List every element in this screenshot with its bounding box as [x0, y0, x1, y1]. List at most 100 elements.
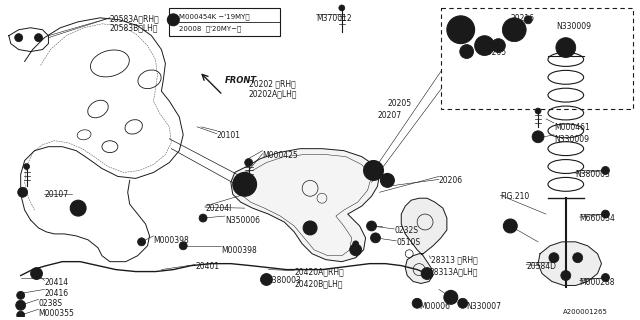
Circle shape	[15, 34, 22, 42]
Circle shape	[502, 18, 526, 42]
Text: 20008  〈'20MY−〉: 20008 〈'20MY−〉	[179, 26, 241, 32]
Text: 20101: 20101	[217, 131, 241, 140]
Text: A200001265: A200001265	[563, 309, 608, 315]
Text: 20584D: 20584D	[526, 262, 556, 271]
Text: 20207: 20207	[378, 111, 402, 120]
Text: 20205: 20205	[483, 48, 507, 57]
Circle shape	[17, 292, 25, 299]
Text: M000398: M000398	[154, 236, 189, 245]
Circle shape	[458, 298, 468, 308]
Text: 20414: 20414	[44, 277, 68, 286]
Circle shape	[604, 212, 607, 216]
Polygon shape	[231, 149, 380, 262]
Text: M000454K −'19MY〉: M000454K −'19MY〉	[179, 14, 250, 20]
Text: 20420A〈RH〉: 20420A〈RH〉	[294, 268, 344, 276]
Text: M00006: M00006	[419, 302, 450, 311]
Circle shape	[524, 16, 532, 24]
Circle shape	[604, 169, 607, 172]
Text: M000288: M000288	[580, 277, 615, 286]
Circle shape	[303, 221, 317, 235]
Text: 0510S: 0510S	[396, 238, 420, 247]
Circle shape	[138, 238, 145, 246]
Circle shape	[526, 18, 530, 22]
Circle shape	[454, 23, 468, 37]
Circle shape	[602, 210, 609, 218]
Circle shape	[475, 36, 495, 55]
Text: N330007: N330007	[467, 302, 502, 311]
Text: M000398: M000398	[221, 246, 257, 255]
Text: 20206: 20206	[439, 176, 463, 185]
Circle shape	[239, 179, 251, 190]
Text: N330009: N330009	[554, 135, 589, 144]
Circle shape	[70, 200, 86, 216]
Text: 28313 〈RH〉: 28313 〈RH〉	[431, 256, 477, 265]
Text: M660034: M660034	[580, 214, 616, 223]
Polygon shape	[401, 198, 447, 284]
Text: 20202 〈RH〉: 20202 〈RH〉	[248, 79, 296, 88]
Circle shape	[532, 131, 544, 143]
Text: FRONT: FRONT	[225, 76, 257, 85]
Circle shape	[168, 14, 179, 26]
Circle shape	[604, 276, 607, 279]
Circle shape	[349, 244, 362, 256]
Circle shape	[339, 5, 345, 11]
Circle shape	[140, 240, 143, 244]
Text: 20401: 20401	[195, 262, 220, 271]
Circle shape	[20, 190, 25, 194]
Circle shape	[412, 298, 422, 308]
Circle shape	[353, 241, 358, 247]
Circle shape	[371, 233, 380, 243]
Text: 28313A〈LH〉: 28313A〈LH〉	[429, 268, 477, 276]
Circle shape	[549, 253, 559, 263]
Circle shape	[18, 187, 28, 197]
Bar	[441, 8, 633, 109]
Circle shape	[17, 311, 25, 319]
Circle shape	[24, 164, 29, 170]
Circle shape	[353, 247, 358, 253]
Text: N380003: N380003	[266, 276, 301, 284]
Text: N350006: N350006	[225, 216, 260, 225]
Text: N330009: N330009	[556, 22, 591, 31]
Text: 20420B〈LH〉: 20420B〈LH〉	[294, 279, 343, 289]
Circle shape	[369, 165, 378, 175]
Text: A: A	[385, 177, 390, 183]
Circle shape	[421, 268, 433, 279]
Text: M000355: M000355	[38, 309, 74, 318]
Text: B: B	[307, 225, 313, 231]
Text: 20202A〈LH〉: 20202A〈LH〉	[248, 89, 297, 98]
Circle shape	[244, 159, 253, 166]
Text: 20583A〈RH〉: 20583A〈RH〉	[110, 14, 159, 23]
Text: 0238S: 0238S	[38, 299, 63, 308]
Circle shape	[503, 219, 517, 233]
Circle shape	[19, 313, 22, 317]
Text: 20204I: 20204I	[205, 204, 232, 213]
Text: 20205: 20205	[387, 99, 412, 108]
Circle shape	[447, 16, 475, 44]
Text: A: A	[448, 294, 454, 300]
Text: FIG.210: FIG.210	[500, 192, 530, 201]
Circle shape	[260, 274, 273, 285]
Circle shape	[233, 172, 257, 196]
Text: 20416: 20416	[44, 289, 68, 299]
Text: 20107: 20107	[44, 190, 68, 199]
Circle shape	[380, 173, 394, 187]
Circle shape	[561, 271, 571, 281]
Circle shape	[16, 300, 26, 310]
Text: 20216: 20216	[510, 14, 534, 23]
Circle shape	[35, 34, 42, 42]
Circle shape	[369, 224, 374, 228]
Circle shape	[199, 214, 207, 222]
Text: N380003: N380003	[576, 171, 611, 180]
Circle shape	[364, 161, 383, 180]
Circle shape	[201, 216, 205, 220]
Text: 0232S: 0232S	[394, 226, 419, 235]
Circle shape	[19, 293, 22, 297]
Circle shape	[461, 301, 465, 305]
Text: M000425: M000425	[262, 151, 298, 160]
Text: M370012: M370012	[316, 14, 351, 23]
Circle shape	[181, 244, 185, 248]
Circle shape	[367, 221, 376, 231]
Circle shape	[573, 253, 582, 263]
Circle shape	[444, 290, 458, 304]
Circle shape	[535, 108, 541, 114]
